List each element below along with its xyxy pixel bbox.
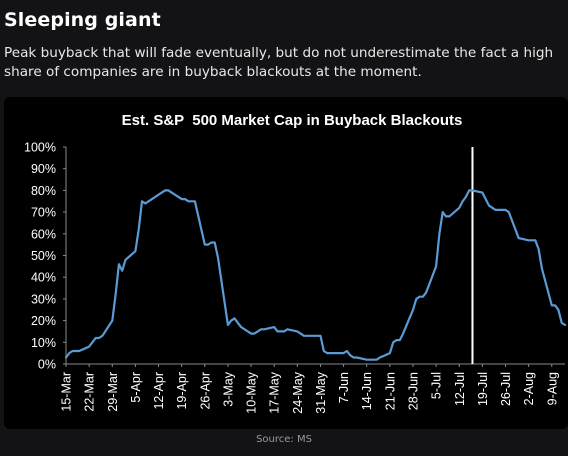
y-tick-label: 40% — [31, 271, 56, 285]
x-tick-label: 29-Mar — [106, 372, 120, 412]
x-tick-label: 17-May — [268, 371, 282, 413]
chart-card: Est. S&P 500 Market Cap in Buyback Black… — [4, 97, 568, 429]
x-tick-label: 2-Aug — [522, 372, 536, 405]
y-tick-label: 90% — [31, 162, 56, 176]
x-tick-label: 19-Jul — [476, 372, 490, 406]
x-tick-label: 5-Apr — [129, 372, 143, 403]
x-tick-label: 24-May — [291, 371, 305, 413]
x-tick-label: 15-Mar — [60, 372, 74, 412]
y-tick-label: 80% — [31, 184, 56, 198]
headline: Sleeping giant — [4, 9, 161, 31]
x-tick-label: 10-May — [245, 371, 259, 413]
x-tick-label: 7-Jun — [337, 372, 351, 403]
source-note: Source: MS — [256, 434, 312, 445]
y-tick-label: 20% — [31, 314, 56, 328]
y-tick-label: 100% — [24, 141, 56, 155]
subtitle: Peak buyback that will fade eventually, … — [4, 45, 554, 80]
y-tick-label: 30% — [31, 292, 56, 306]
x-tick-label: 26-Apr — [198, 372, 212, 410]
x-tick-label: 12-Jul — [453, 372, 467, 406]
x-tick-label: 26-Jul — [499, 372, 513, 406]
y-tick-label: 0% — [38, 358, 56, 372]
chart-title: Est. S&P 500 Market Cap in Buyback Black… — [122, 112, 463, 129]
x-tick-label: 22-Mar — [83, 372, 97, 412]
x-tick-label: 19-Apr — [175, 372, 189, 410]
x-tick-label: 9-Aug — [545, 372, 559, 405]
x-tick-label: 28-Jun — [406, 372, 420, 410]
y-tick-label: 10% — [31, 336, 56, 350]
x-tick-label: 21-Jun — [383, 372, 397, 410]
x-tick-label: 3-May — [221, 371, 235, 406]
x-tick-label: 12-Apr — [152, 372, 166, 410]
y-tick-label: 70% — [31, 206, 56, 220]
blackout-series-line — [64, 189, 567, 361]
x-tick-label: 31-May — [314, 371, 328, 413]
x-tick-label: 5-Jul — [430, 372, 444, 399]
x-tick-label: 14-Jun — [360, 372, 374, 410]
y-tick-label: 60% — [31, 227, 56, 241]
y-tick-label: 50% — [31, 249, 56, 263]
buyback-blackout-chart: Est. S&P 500 Market Cap in Buyback Black… — [24, 112, 567, 414]
